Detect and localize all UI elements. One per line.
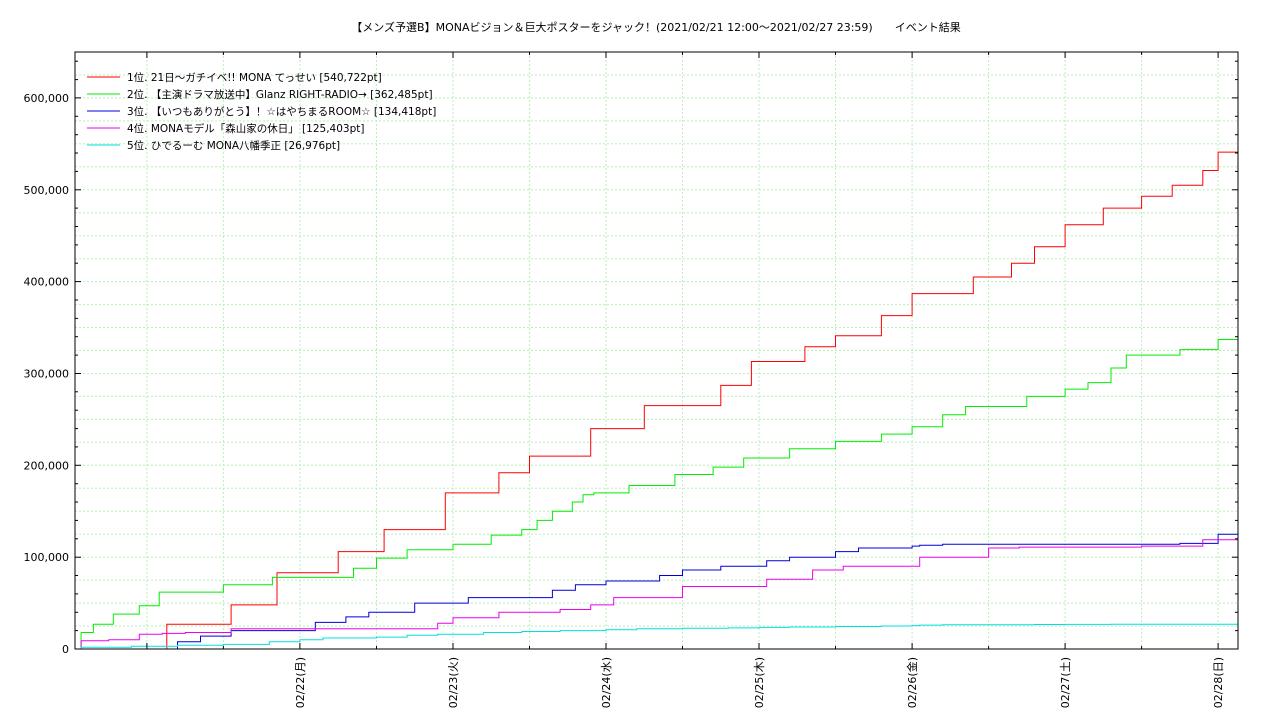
y-tick-label: 200,000 bbox=[24, 459, 70, 472]
chart-title: 【メンズ予選B】MONAビジョン＆巨大ポスターをジャック！(2021/02/21… bbox=[351, 20, 960, 34]
legend-label-3: 3位. 【いつもありがとう】！☆はやちまるROOM☆ [134,418pt] bbox=[127, 105, 436, 118]
plot-frame bbox=[74, 51, 1239, 650]
x-tick-label: 02/27(土) bbox=[1059, 657, 1072, 708]
legend-label-5: 5位. ひでるーむ MONA八幡季正 [26,976pt] bbox=[127, 139, 340, 152]
y-tick-label: 400,000 bbox=[24, 276, 70, 289]
legend: 1位. 21日〜ガチイベ!! MONA てっせい [540,722pt] 2位. … bbox=[87, 71, 436, 152]
y-tick-label: 300,000 bbox=[24, 368, 70, 381]
x-tick-label: 02/25(木) bbox=[753, 657, 766, 708]
series-line-4 bbox=[75, 534, 1239, 650]
y-tick-label: 0 bbox=[62, 643, 69, 656]
grid bbox=[75, 52, 1238, 649]
legend-label-2: 2位. 【主演ドラマ放送中】Glanz RIGHT-RADIO→ [362,48… bbox=[127, 88, 433, 101]
series-line-2 bbox=[75, 334, 1239, 650]
x-tick-label: 02/28(日) bbox=[1212, 657, 1225, 708]
y-tick-label: 600,000 bbox=[24, 92, 70, 105]
x-tick-label: 02/24(水) bbox=[600, 657, 613, 708]
x-tick-label: 02/22(月) bbox=[294, 657, 307, 708]
series-line-1 bbox=[111, 151, 1238, 650]
legend-label-1: 1位. 21日〜ガチイベ!! MONA てっせい [540,722pt] bbox=[127, 71, 382, 84]
axis-ticks: 0 100,000 200,000 300,000 400,000 500,000 600,… bbox=[24, 52, 1238, 708]
legend-label-4: 4位. MONAモデル「森山家の休日」 [125,403pt] bbox=[127, 122, 364, 135]
series-line-3 bbox=[75, 525, 1239, 650]
y-tick-label: 100,000 bbox=[24, 551, 70, 564]
x-tick-label: 02/23(火) bbox=[447, 657, 460, 708]
x-tick-label: 02/26(金) bbox=[905, 657, 919, 708]
y-tick-label: 500,000 bbox=[24, 184, 70, 197]
plot-lines bbox=[75, 151, 1239, 650]
series-line-5 bbox=[75, 623, 1238, 650]
